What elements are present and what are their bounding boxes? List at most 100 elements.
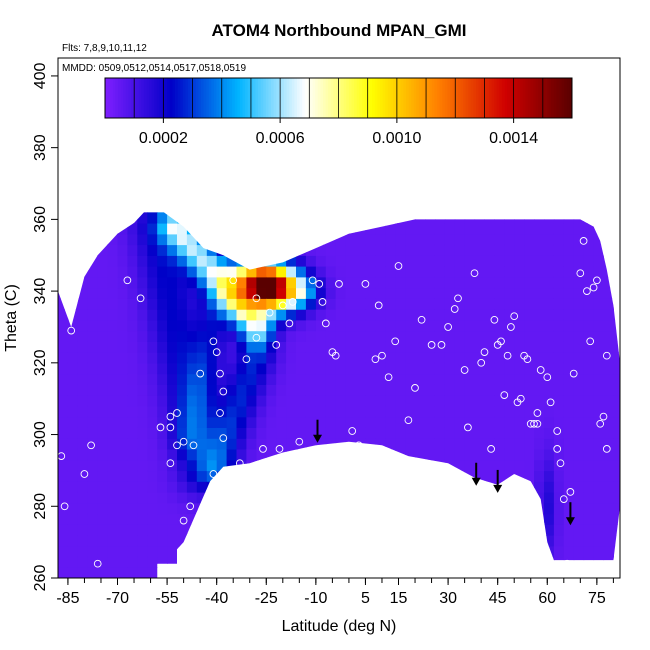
colorbar-swatch <box>185 78 189 118</box>
observation-point <box>450 305 459 313</box>
colorbar-swatch <box>271 78 275 118</box>
colorbar-swatch <box>499 78 503 118</box>
colorbar-swatch <box>465 78 469 118</box>
colorbar-swatch <box>548 78 552 118</box>
observation-point <box>272 341 281 349</box>
observation-point <box>490 315 499 324</box>
colorbar-swatch <box>164 78 168 118</box>
colorbar-swatch <box>566 78 570 118</box>
observation-point <box>136 294 145 303</box>
observation-point <box>321 319 330 328</box>
colorbar-swatch <box>538 78 542 118</box>
arrow-marker <box>493 469 503 493</box>
observation-point <box>503 351 512 360</box>
observation-point <box>288 298 297 306</box>
colorbar-swatch <box>177 78 181 118</box>
colorbar-swatch <box>496 78 500 118</box>
observation-point <box>563 559 571 568</box>
colorbar-swatch <box>520 78 524 118</box>
x-tick-label: -10 <box>304 590 327 607</box>
observation-point <box>589 283 598 292</box>
colorbar-swatch <box>216 78 220 118</box>
colorbar-swatch <box>294 78 298 118</box>
colorbar-swatch <box>221 78 225 118</box>
colorbar-swatch <box>273 78 277 118</box>
observation-point <box>437 341 446 349</box>
observation-point <box>583 287 591 295</box>
observation-point <box>179 437 188 446</box>
colorbar-swatch <box>398 78 402 118</box>
colorbar-swatch <box>338 78 342 118</box>
colorbar-swatch <box>413 78 417 118</box>
colorbar-swatch <box>483 78 487 118</box>
x-tick-label: 15 <box>390 590 408 607</box>
colorbar-swatch <box>553 78 557 118</box>
colorbar-swatch <box>242 78 246 118</box>
colorbar-swatch <box>123 78 127 118</box>
colorbar-swatch <box>470 78 474 118</box>
observation-point <box>444 323 452 331</box>
x-tick-label: 5 <box>361 590 370 607</box>
observation-point <box>394 262 403 270</box>
observation-point <box>516 394 525 403</box>
colorbar-swatch <box>561 78 565 118</box>
observation-point <box>196 369 205 378</box>
colorbar-swatch <box>239 78 243 118</box>
colorbar-swatch <box>276 78 280 118</box>
colorbar-swatch <box>380 78 383 118</box>
colorbar-swatch <box>250 78 254 118</box>
colorbar-swatch <box>328 78 332 118</box>
x-tick-label: 45 <box>489 590 507 607</box>
colorbar-swatch <box>501 78 505 118</box>
colorbar-swatch <box>556 78 560 118</box>
observation-point <box>530 419 538 428</box>
observation-point <box>599 412 608 421</box>
colorbar-swatch <box>224 78 228 118</box>
colorbar-swatch <box>437 78 441 118</box>
colorbar-swatch <box>509 78 513 118</box>
colorbar-swatch <box>193 78 197 118</box>
colorbar-swatch <box>315 78 319 118</box>
colorbar-swatch <box>533 78 537 118</box>
colorbar-tick-label: 0.0006 <box>256 130 305 147</box>
colorbar-swatch <box>330 78 334 118</box>
observation-point <box>209 337 218 346</box>
y-tick-label: 320 <box>32 349 49 376</box>
colorbar-swatch <box>312 78 316 118</box>
observation-point <box>216 409 224 417</box>
observation-point <box>384 373 393 382</box>
x-tick-label: -70 <box>106 590 129 607</box>
observation-point <box>156 423 165 432</box>
observation-point <box>265 308 274 317</box>
observation-point <box>533 409 542 417</box>
observation-point <box>586 337 595 346</box>
colorbar-swatch <box>478 78 482 118</box>
colorbar-swatch <box>382 78 386 118</box>
heatmap-field <box>58 212 620 578</box>
colorbar-swatch <box>284 78 288 118</box>
colorbar-swatch <box>143 78 147 118</box>
observation-point <box>219 434 228 442</box>
colorbar-swatch <box>175 78 179 118</box>
observation-point <box>411 384 419 392</box>
colorbar-swatch <box>408 78 412 118</box>
observation-point <box>186 502 195 511</box>
y-tick-label: 300 <box>32 421 49 448</box>
observation-point <box>235 459 244 468</box>
colorbar-tick-label: 0.0010 <box>372 130 421 147</box>
colorbar-swatch <box>304 78 308 118</box>
observation-point <box>179 516 188 525</box>
observation-point <box>510 312 519 321</box>
colorbar-swatch <box>130 78 134 118</box>
colorbar-swatch <box>136 78 140 118</box>
colorbar-swatch <box>159 78 163 118</box>
colorbar-swatch <box>281 78 285 118</box>
colorbar-swatch <box>117 78 121 118</box>
colorbar-swatch <box>390 78 394 118</box>
flights-annotation: Flts: 7,8,9,10,11,12 <box>62 43 147 54</box>
observation-point <box>404 416 413 425</box>
colorbar-swatch <box>434 78 438 118</box>
observation-point <box>321 445 330 453</box>
x-tick-label: -85 <box>56 590 79 607</box>
